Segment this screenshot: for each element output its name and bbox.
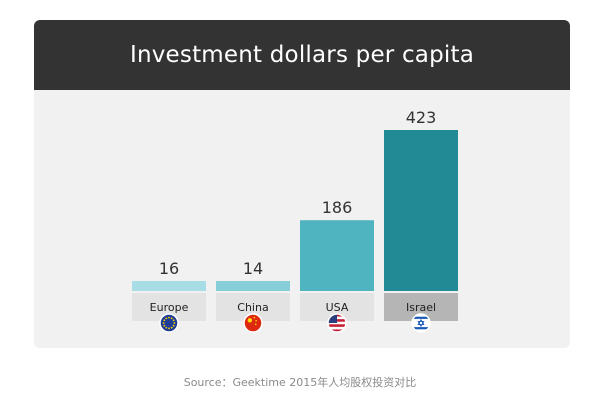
- category-label-israel: Israel: [406, 301, 436, 314]
- value-label-usa: 186: [322, 198, 353, 217]
- value-label-china: 14: [243, 259, 263, 278]
- source-caption: Source：Geektime 2015年人均股权投资对比: [183, 376, 417, 389]
- chart-header: Investment dollars per capita: [34, 20, 570, 90]
- bar-china: [216, 281, 290, 291]
- china-flag-icon: [243, 313, 263, 333]
- value-label-europe: 16: [159, 259, 179, 278]
- chart-title: Investment dollars per capita: [129, 42, 475, 68]
- eu-flag-icon: [159, 313, 179, 333]
- category-label-china: China: [237, 301, 268, 314]
- category-label-usa: USA: [326, 301, 349, 314]
- bar-israel: [384, 130, 458, 291]
- bar-europe: [132, 281, 206, 291]
- usa-flag-icon: [327, 313, 347, 333]
- israel-flag-icon: [411, 313, 431, 333]
- bar-chart: 16 Europe 14 China 186 USA 423 Israel: [132, 108, 458, 333]
- chart-card: Investment dollars per capita 16 Europe 14…: [34, 20, 570, 348]
- category-label-europe: Europe: [150, 301, 189, 314]
- value-label-israel: 423: [406, 108, 437, 127]
- bar-usa: [300, 220, 374, 291]
